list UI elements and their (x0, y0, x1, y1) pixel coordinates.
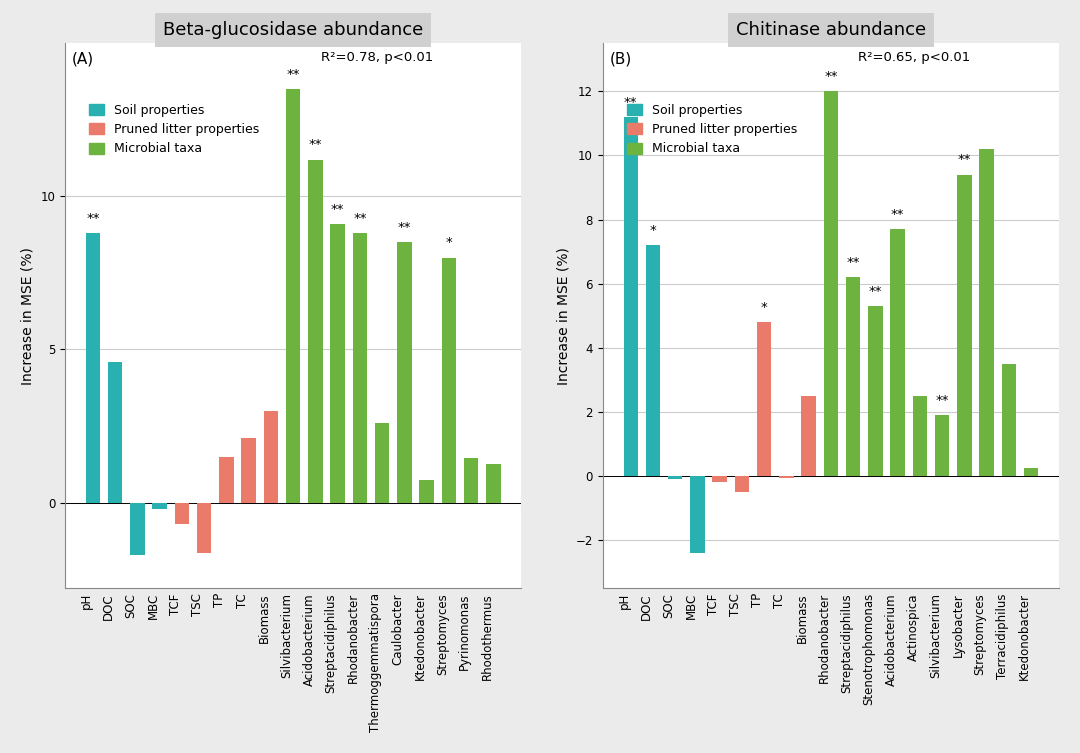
Y-axis label: Increase in MSE (%): Increase in MSE (%) (21, 247, 35, 385)
Bar (219, 456, 233, 502)
Text: (B): (B) (609, 51, 632, 66)
Text: **: ** (935, 394, 949, 407)
Y-axis label: Increase in MSE (%): Increase in MSE (%) (556, 247, 570, 385)
Bar (669, 476, 683, 479)
Text: **: ** (330, 203, 345, 215)
Bar (330, 224, 345, 502)
Bar (108, 361, 122, 502)
Bar (375, 423, 390, 502)
Bar (913, 396, 928, 476)
Bar (264, 410, 279, 502)
Text: *: * (446, 236, 453, 249)
Text: (A): (A) (72, 51, 94, 66)
Text: **: ** (958, 154, 971, 166)
Bar (801, 396, 816, 476)
Text: **: ** (353, 212, 367, 225)
Bar (397, 242, 411, 502)
Bar (85, 233, 100, 502)
Title: Beta-glucosidase abundance: Beta-glucosidase abundance (163, 21, 423, 39)
Text: R²=0.78, p<0.01: R²=0.78, p<0.01 (321, 51, 433, 64)
Text: **: ** (868, 285, 882, 298)
Text: **: ** (86, 212, 99, 225)
Text: **: ** (891, 208, 904, 221)
Bar (824, 91, 838, 476)
Bar (1002, 364, 1016, 476)
Bar (464, 458, 478, 502)
Text: *: * (760, 301, 768, 314)
Bar (868, 306, 882, 476)
Bar (757, 322, 771, 476)
Bar (131, 502, 145, 555)
Bar (780, 476, 794, 477)
Text: R²=0.65, p<0.01: R²=0.65, p<0.01 (859, 51, 971, 64)
Text: **: ** (286, 68, 300, 81)
Bar (353, 233, 367, 502)
Text: *: * (649, 224, 657, 237)
Bar (980, 149, 994, 476)
Text: **: ** (309, 139, 322, 151)
Bar (175, 502, 189, 524)
Text: **: ** (624, 96, 637, 108)
Legend: Soil properties, Pruned litter properties, Microbial taxa: Soil properties, Pruned litter propertie… (627, 104, 797, 155)
Title: Chitinase abundance: Chitinase abundance (735, 21, 926, 39)
Bar (935, 415, 949, 476)
Bar (308, 160, 323, 502)
Bar (891, 229, 905, 476)
Bar (623, 117, 638, 476)
Bar (242, 438, 256, 502)
Bar (646, 245, 660, 476)
Bar (846, 277, 861, 476)
Bar (286, 89, 300, 502)
Text: **: ** (397, 221, 411, 234)
Text: **: ** (824, 70, 838, 83)
Bar (152, 502, 167, 509)
Text: **: ** (847, 256, 860, 269)
Bar (690, 476, 705, 553)
Bar (957, 175, 972, 476)
Bar (197, 502, 212, 553)
Bar (734, 476, 750, 492)
Bar (1024, 468, 1039, 476)
Bar (442, 258, 456, 502)
Bar (486, 465, 501, 502)
Bar (713, 476, 727, 483)
Bar (419, 480, 434, 502)
Legend: Soil properties, Pruned litter properties, Microbial taxa: Soil properties, Pruned litter propertie… (90, 104, 260, 155)
